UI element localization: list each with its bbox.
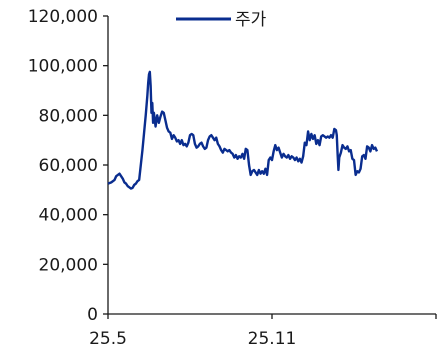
y-tick-label: 20,000 (39, 255, 98, 275)
y-tick-label: 100,000 (28, 57, 98, 77)
legend-label: 주가 (235, 10, 267, 30)
legend: 주가 (176, 10, 267, 30)
y-tick-label: 0 (87, 305, 98, 325)
x-tick-label: 25.11 (248, 329, 297, 349)
y-tick-label: 40,000 (39, 206, 98, 226)
y-axis: 0 20,000 40,000 60,000 80,000 100,000 120,000 (28, 7, 109, 325)
y-tick-label: 120,000 (28, 7, 98, 27)
x-axis: 25.5 25.11 (89, 313, 437, 349)
x-tick-label: 25.5 (89, 329, 127, 349)
series-line (107, 70, 379, 190)
y-tick-label: 60,000 (39, 156, 98, 176)
y-tick-label: 80,000 (39, 106, 98, 126)
series-group (107, 70, 379, 190)
